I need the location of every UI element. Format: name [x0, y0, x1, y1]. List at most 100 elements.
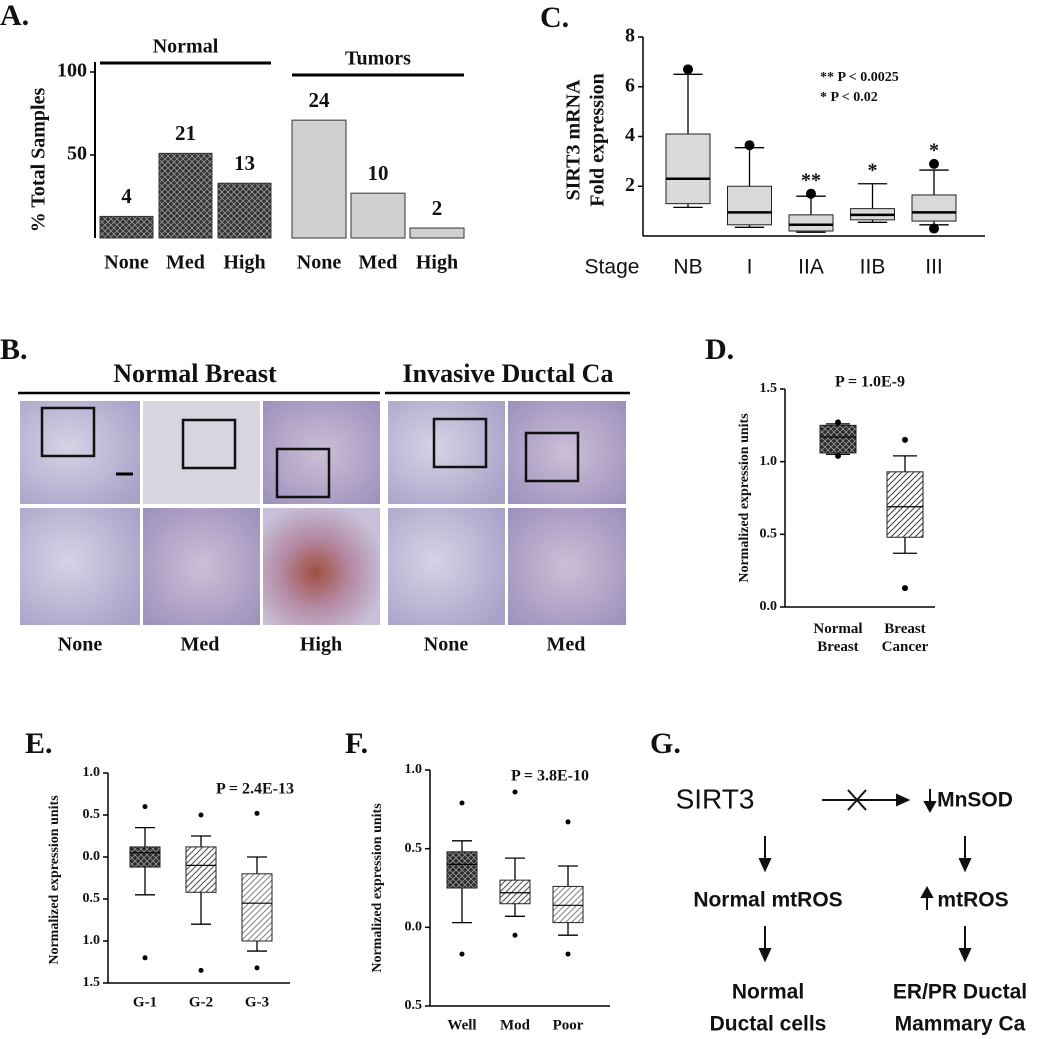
y-tick-label: 0.5	[405, 998, 423, 1013]
panel-g: G. SIRT3 MnSOD Normal mtROS mtROS Normal…	[650, 727, 1027, 1036]
micrograph	[20, 508, 140, 625]
outlier	[459, 951, 465, 957]
box	[911, 194, 957, 222]
y-tick-label: 0.5	[405, 841, 423, 856]
bar	[291, 119, 347, 239]
y-tick-label: 4	[625, 124, 635, 146]
y-tick-label: 0.5	[83, 807, 101, 822]
up-arrow-icon	[920, 885, 934, 910]
significance-mark: *	[868, 159, 878, 181]
group-title: Invasive Ductal Ca	[403, 359, 614, 388]
count-label: 24	[309, 88, 331, 112]
down-arrow-icon	[923, 789, 937, 814]
y-axis-label: % Total Samples	[28, 88, 50, 233]
y-axis-label: Normalized expression units	[370, 803, 385, 973]
flow-arrows	[758, 836, 972, 963]
panel-b: B. Normal Breast Invasive Ductal Ca None…	[0, 333, 630, 656]
box	[185, 846, 217, 893]
annotation: P = 3.8E-10	[511, 768, 589, 785]
bar	[99, 215, 154, 239]
x-tick-label: None	[297, 252, 342, 274]
outlier	[565, 819, 571, 825]
x-tick-label: Med	[359, 252, 398, 274]
bar	[350, 192, 406, 239]
panel-label: C.	[540, 1, 569, 34]
count-label: 10	[368, 161, 389, 185]
node: Normal	[732, 981, 804, 1004]
x-tick-label: Normal Breast	[813, 621, 863, 655]
panel-label: A.	[0, 0, 29, 32]
x-tick-label: III	[925, 256, 943, 279]
y-tick-label: 0.0	[83, 849, 101, 864]
box	[129, 846, 161, 868]
box	[727, 185, 772, 226]
x-tick-label: None	[104, 252, 149, 274]
column-label: None	[58, 634, 103, 656]
outlier	[142, 804, 148, 810]
micrograph	[388, 401, 505, 504]
outlier	[512, 932, 518, 938]
outlier	[565, 951, 571, 957]
node: mtROS	[937, 889, 1008, 912]
y-tick-label: 0.0	[760, 599, 778, 614]
outlier	[806, 188, 816, 199]
node: SIRT3	[676, 783, 755, 814]
outlier	[902, 436, 908, 443]
node: MnSOD	[937, 789, 1013, 812]
box	[665, 133, 711, 205]
panel-label: G.	[650, 727, 681, 760]
bar	[158, 152, 213, 239]
y-tick-label: 100	[57, 60, 87, 82]
outlier	[683, 64, 693, 75]
node: Ductal cells	[710, 1013, 827, 1036]
y-tick-label: 1.5	[83, 975, 101, 990]
significance-mark: **	[801, 169, 821, 191]
x-tick-label: High	[416, 252, 458, 274]
x-tick-label: I	[747, 256, 753, 279]
x-tick-label: Well	[447, 1017, 476, 1033]
micrograph	[388, 508, 505, 625]
y-tick-label: 50	[67, 143, 87, 165]
bar	[409, 227, 465, 239]
micrograph	[508, 508, 626, 625]
outlier	[902, 585, 908, 592]
panel-label: B.	[0, 333, 28, 366]
y-tick-label: 1.0	[760, 454, 778, 469]
x-tick-label: Med	[166, 252, 205, 274]
y-tick-label: 2	[625, 174, 635, 196]
x-axis-label: Stage	[585, 256, 640, 279]
y-tick-label: 0.5	[83, 891, 101, 906]
micrograph	[143, 401, 260, 504]
legend-label: Normal	[153, 36, 219, 58]
panel-label: D.	[705, 333, 734, 366]
bar	[217, 182, 272, 239]
node: Normal mtROS	[693, 889, 842, 912]
micrograph	[20, 401, 140, 504]
y-axis-label: Fold expression	[587, 73, 609, 207]
y-tick-label: 1.0	[83, 933, 101, 948]
count-label: 21	[175, 121, 196, 145]
x-tick-label: G-2	[189, 994, 213, 1010]
outlier	[142, 955, 148, 961]
count-label: 13	[234, 151, 255, 175]
y-tick-label: 1.0	[405, 762, 423, 777]
x-tick-label: Mod	[500, 1017, 531, 1033]
node: ER/PR Ductal	[893, 981, 1027, 1004]
micrograph	[508, 401, 626, 504]
significance-mark: *	[929, 139, 939, 161]
annotation: * P < 0.02	[820, 90, 878, 105]
y-tick-label: 6	[625, 74, 635, 96]
y-tick-label: 0.5	[760, 527, 778, 542]
y-axis-label: SIRT3 mRNA	[563, 79, 585, 201]
annotation: P = 2.4E-13	[216, 781, 294, 798]
box	[886, 471, 924, 538]
node: Mammary Ca	[895, 1013, 1026, 1036]
box	[788, 214, 834, 232]
column-label: Med	[547, 634, 586, 656]
inset-boxes	[40, 406, 580, 499]
count-label: 4	[121, 184, 132, 208]
y-tick-label: 8	[625, 25, 635, 47]
y-axis-label: Normalized expression units	[47, 795, 62, 965]
outlier	[929, 158, 939, 169]
